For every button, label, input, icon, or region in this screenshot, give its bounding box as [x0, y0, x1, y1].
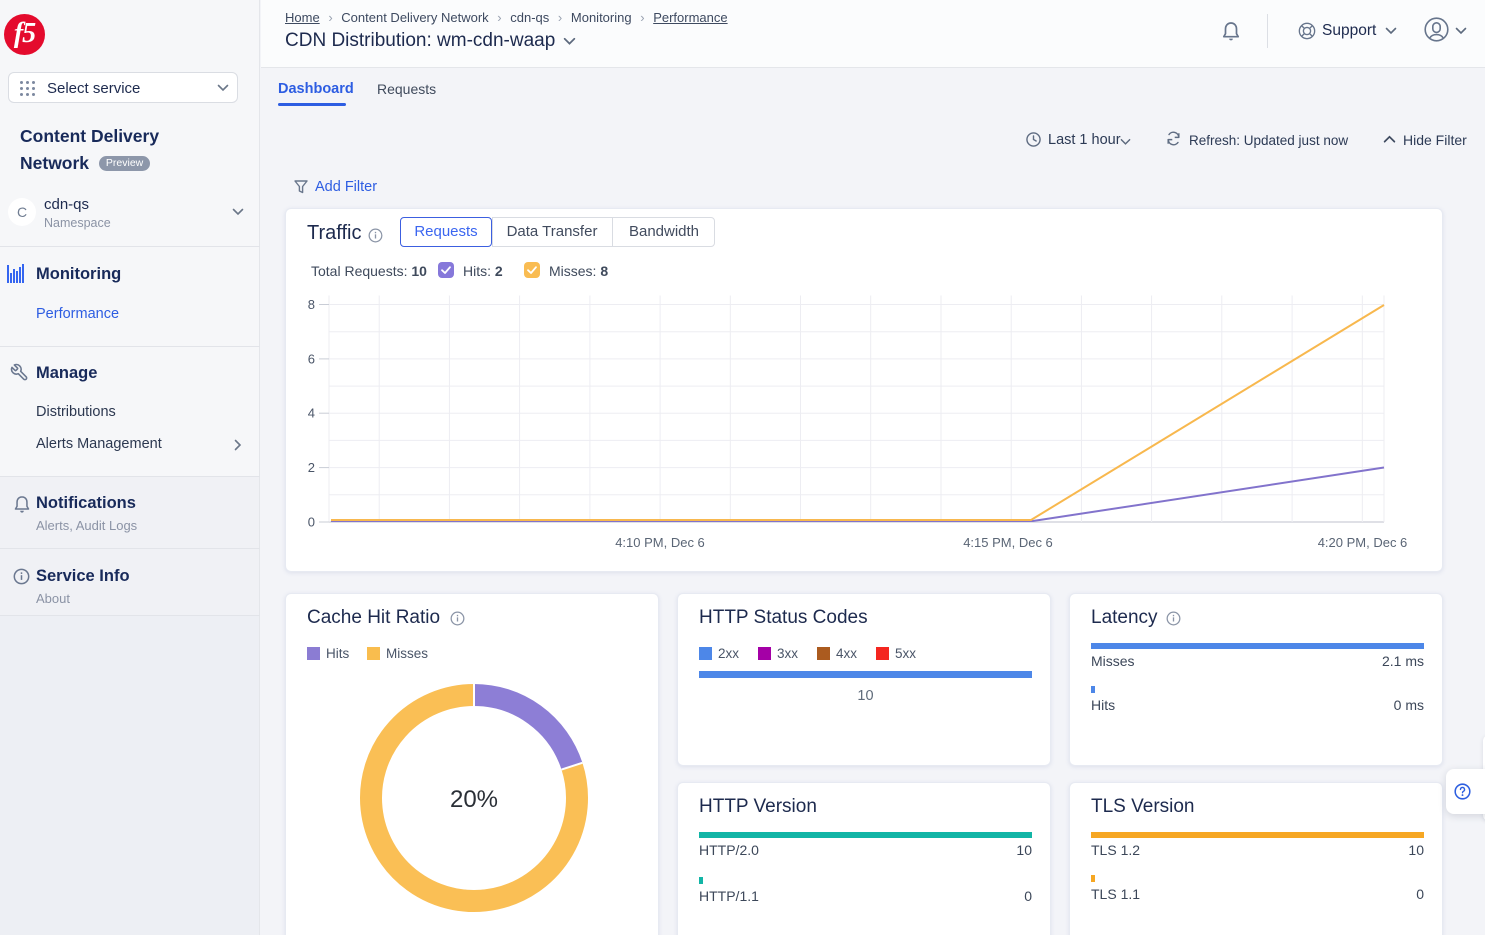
svg-text:0: 0: [308, 515, 315, 530]
svg-text:8: 8: [308, 297, 315, 312]
svg-text:4:10 PM, Dec 6: 4:10 PM, Dec 6: [615, 535, 705, 550]
svg-text:4: 4: [308, 406, 315, 421]
svg-text:4:15 PM, Dec 6: 4:15 PM, Dec 6: [963, 535, 1053, 550]
svg-text:2: 2: [308, 460, 315, 475]
svg-text:6: 6: [308, 351, 315, 366]
svg-text:4:20 PM, Dec 6: 4:20 PM, Dec 6: [1318, 535, 1408, 550]
